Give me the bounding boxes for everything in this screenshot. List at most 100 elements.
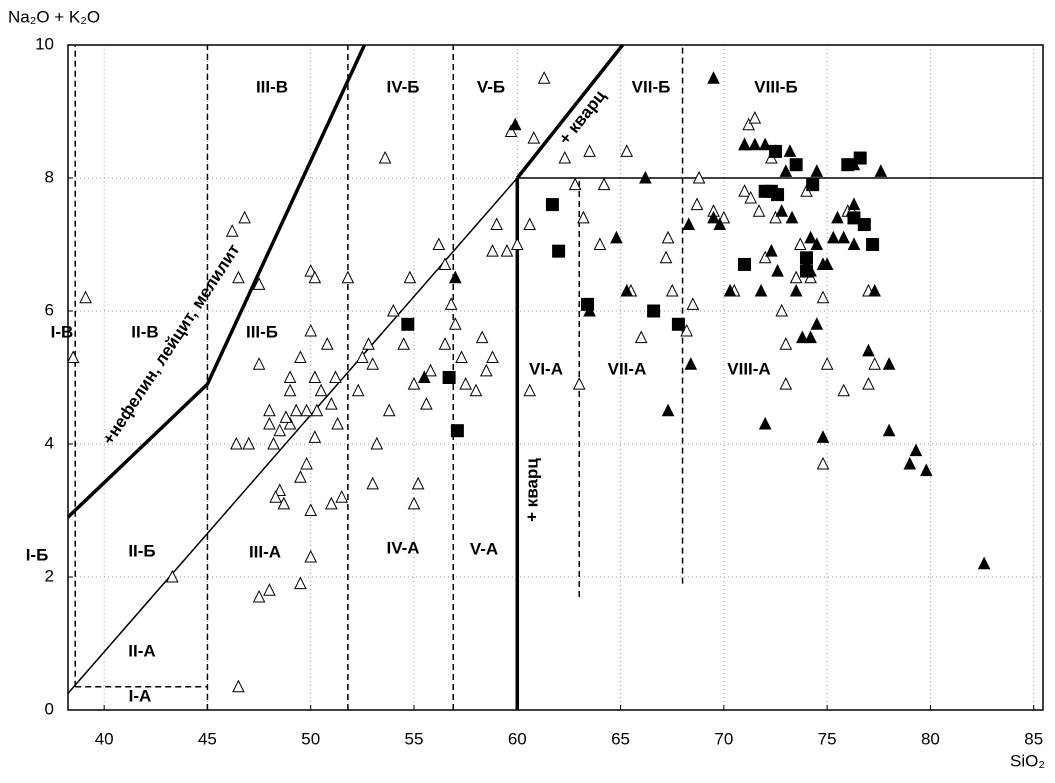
triangle-marker: [320, 337, 334, 350]
triangle-marker: [310, 403, 324, 417]
triangle-marker: [862, 343, 875, 357]
triangle-marker: [754, 283, 768, 297]
triangle-marker: [707, 71, 720, 84]
square-marker: [866, 238, 880, 251]
triangle-marker: [837, 383, 850, 397]
zone-label: IV-Б: [386, 77, 419, 96]
triangle-marker: [775, 204, 789, 217]
triangle-marker: [459, 377, 472, 390]
triangle-marker: [692, 170, 706, 184]
square-marker: [545, 198, 559, 212]
triangle-marker: [341, 270, 355, 284]
triangle-marker: [639, 170, 652, 184]
triangle-marker: [263, 583, 276, 596]
x-tick-label: 65: [611, 729, 630, 748]
triangle-marker: [479, 363, 493, 377]
square-marker: [847, 211, 861, 225]
triangle-marker: [820, 257, 834, 270]
triangle-marker: [810, 237, 824, 250]
square-marker: [806, 178, 820, 192]
triangle-marker: [820, 357, 834, 370]
x-tick-label: 45: [198, 729, 217, 748]
triangle-marker: [418, 370, 431, 383]
triangle-marker: [444, 297, 458, 310]
y-tick-label: 6: [45, 300, 54, 319]
triangle-marker: [308, 270, 322, 284]
triangle-marker: [816, 290, 830, 304]
x-tick-label: 80: [921, 729, 940, 748]
triangle-marker: [382, 403, 396, 417]
x-tick-label: 75: [818, 729, 837, 748]
triangle-marker: [366, 357, 379, 370]
triangle-marker: [232, 679, 245, 693]
triangle-marker: [804, 330, 817, 344]
triangle-marker: [659, 250, 673, 264]
triangle-marker: [252, 357, 266, 370]
triangle-marker: [779, 337, 793, 350]
zone-label: II-В: [131, 322, 158, 341]
triangle-marker: [403, 270, 417, 284]
triangle-marker: [837, 230, 850, 244]
zone-label: V-Б: [477, 77, 505, 96]
triangle-marker: [665, 283, 679, 297]
triangle-marker: [620, 144, 634, 157]
triangle-marker: [765, 244, 778, 257]
zone-label: VI-А: [529, 359, 563, 378]
triangle-marker: [634, 330, 648, 344]
triangle-marker: [500, 244, 514, 257]
triangle-marker: [294, 470, 307, 483]
triangle-marker: [752, 204, 766, 217]
square-marker: [450, 424, 464, 438]
triangle-marker: [742, 117, 755, 131]
triangle-marker: [882, 357, 896, 370]
triangle-marker: [283, 416, 297, 430]
triangle-marker: [304, 549, 318, 563]
triangle-marker: [356, 350, 369, 364]
triangle-marker: [738, 137, 751, 151]
triangle-marker: [804, 230, 817, 244]
square-marker: [647, 304, 661, 318]
triangle-marker: [713, 217, 727, 231]
zone-label: I-Б: [26, 545, 49, 564]
triangle-marker: [267, 436, 280, 450]
triangle-marker: [304, 323, 318, 337]
triangle-marker: [232, 270, 245, 284]
square-marker: [789, 158, 803, 172]
zone-label: VIII-А: [727, 359, 770, 378]
triangle-marker: [882, 423, 896, 437]
square-marker: [768, 144, 782, 158]
triangle-marker: [686, 297, 700, 310]
triangle-marker: [816, 456, 830, 470]
triangle-marker: [277, 496, 291, 510]
triangle-marker: [810, 317, 824, 330]
triangle-marker: [738, 184, 751, 197]
square-marker: [442, 371, 456, 384]
triangle-marker: [758, 416, 772, 430]
triangle-marker: [420, 396, 433, 410]
x-tick-label: 60: [508, 729, 527, 748]
triangle-marker: [449, 317, 462, 330]
triangle-marker: [771, 263, 784, 277]
triangle-marker: [289, 403, 303, 417]
triangle-marker: [335, 490, 349, 503]
boundary-line: [515, 43, 625, 180]
triangle-marker: [300, 403, 313, 417]
triangle-marker: [558, 150, 572, 164]
triangle-marker: [583, 144, 596, 157]
triangle-marker: [252, 589, 266, 603]
zone-label: VIII-Б: [754, 77, 797, 96]
triangle-marker: [486, 350, 499, 364]
triangle-marker: [748, 137, 762, 151]
triangle-marker: [572, 377, 586, 390]
triangle-marker: [263, 403, 276, 417]
x-tick-label: 55: [405, 729, 424, 748]
triangle-marker: [411, 476, 425, 490]
triangle-marker: [304, 263, 318, 277]
triangle-marker: [362, 337, 375, 350]
triangle-marker: [294, 576, 307, 590]
triangle-marker: [366, 476, 379, 490]
square-marker: [853, 151, 867, 165]
triangle-marker: [775, 303, 789, 317]
triangle-marker: [827, 230, 840, 244]
zone-label: I-В: [51, 322, 74, 341]
